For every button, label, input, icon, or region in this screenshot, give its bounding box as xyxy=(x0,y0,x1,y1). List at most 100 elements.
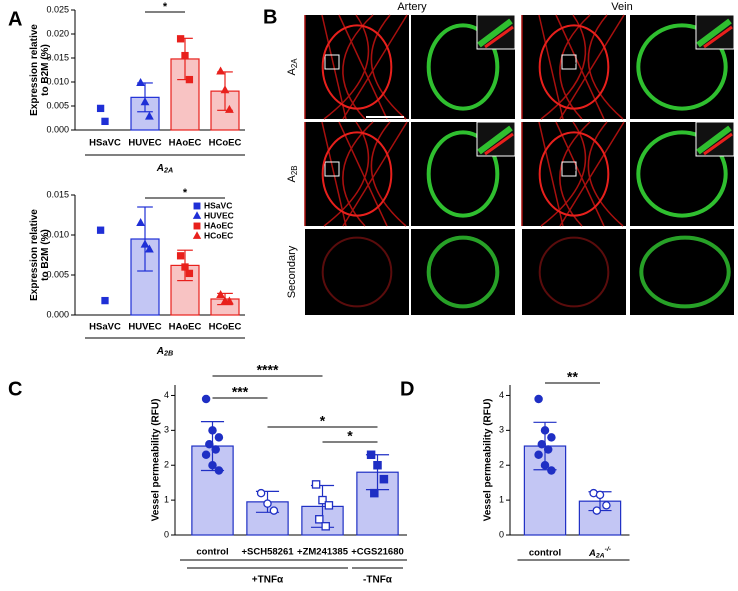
micrograph: * xyxy=(304,14,409,120)
data-point xyxy=(592,506,602,515)
data-point xyxy=(96,104,105,113)
inset-stripe xyxy=(696,18,732,48)
micrograph: * xyxy=(522,229,626,315)
inset-box xyxy=(324,161,340,177)
x-tick-label: A2A-/- xyxy=(588,546,612,559)
lumen-marker: * xyxy=(461,166,466,180)
inset-box xyxy=(324,54,340,70)
inset-stripe xyxy=(703,132,733,156)
legend-marker xyxy=(192,231,202,239)
data-point xyxy=(185,75,194,84)
micrograph: * xyxy=(411,229,515,315)
data-point xyxy=(315,515,324,524)
y-tick-label: 0.020 xyxy=(46,28,69,38)
data-point xyxy=(214,466,224,475)
y-tick-label: 0.000 xyxy=(46,124,69,134)
micrograph: * xyxy=(521,121,626,227)
tissue xyxy=(538,14,564,120)
y-tick-label: 4 xyxy=(164,390,169,400)
y-tick-label: 0.015 xyxy=(46,189,69,199)
data-point xyxy=(540,460,550,470)
row-label-part: A xyxy=(286,175,298,183)
lumen-marker: * xyxy=(355,264,360,278)
legend-label: HUVEC xyxy=(204,210,234,220)
x-tick-label-part: -/- xyxy=(605,546,612,553)
tissue xyxy=(338,14,388,120)
data-point xyxy=(201,394,211,404)
row-label: A2B xyxy=(286,165,299,182)
data-point xyxy=(547,433,556,442)
data-point xyxy=(208,426,217,435)
lumen-marker: * xyxy=(572,59,577,73)
legend-label: HAoEC xyxy=(204,220,233,230)
data-point xyxy=(379,474,389,484)
y-tick-label: 0.010 xyxy=(46,76,69,86)
data-point xyxy=(211,445,220,454)
y-tick-label: 1 xyxy=(499,494,504,504)
inset-stripe xyxy=(484,132,514,156)
micrograph: * xyxy=(304,121,409,227)
x-tick-label: HAoEC xyxy=(169,138,202,149)
significance-label: **** xyxy=(257,362,279,378)
y-tick-label: 1 xyxy=(164,494,169,504)
vessel-wall xyxy=(636,130,728,218)
lumen-marker: * xyxy=(572,264,577,278)
y-tick-label: 0 xyxy=(164,529,169,539)
y-axis-title: to B2M (%) xyxy=(40,229,51,281)
y-axis-title: Expression relative xyxy=(29,24,40,116)
data-point xyxy=(176,35,185,43)
vessel-wall xyxy=(321,236,393,308)
lumen-marker: * xyxy=(355,166,360,180)
data-point xyxy=(269,506,279,515)
legend-marker xyxy=(192,211,202,219)
vessel-wall xyxy=(639,235,731,309)
micrograph: * xyxy=(305,229,409,315)
micrograph: * xyxy=(411,14,516,119)
row-label-part: Secondary xyxy=(286,245,298,298)
y-axis-title: Vessel permeability (RFU) xyxy=(151,399,162,522)
column-title: Vein xyxy=(611,1,632,13)
y-tick-label: 0.010 xyxy=(46,229,69,239)
tissue xyxy=(321,14,347,120)
y-tick-label: 3 xyxy=(164,425,169,435)
legend-label: HSaVC xyxy=(204,200,232,210)
x-tick-label: HUVEC xyxy=(128,138,161,149)
data-point xyxy=(543,445,553,454)
data-point xyxy=(140,97,150,106)
row-label-part: 2A xyxy=(290,58,299,68)
legend-marker xyxy=(193,222,201,230)
micrograph-bg xyxy=(630,229,734,315)
inset-stripe xyxy=(484,25,514,49)
group-label: +TNFα xyxy=(252,575,284,586)
tissue xyxy=(587,121,624,227)
x-axis-title-part: A xyxy=(156,163,164,174)
data-point xyxy=(205,440,214,449)
y-tick-label: 0.015 xyxy=(46,52,69,62)
vessel-wall xyxy=(426,130,500,218)
x-axis-title-part: A xyxy=(156,346,164,357)
tissue xyxy=(538,121,564,227)
y-tick-label: 2 xyxy=(499,460,504,470)
lumen-marker: * xyxy=(461,59,466,73)
data-point xyxy=(208,460,217,470)
panel-label: C xyxy=(8,378,22,400)
data-point xyxy=(256,488,266,498)
data-point xyxy=(136,78,145,87)
bar xyxy=(356,471,399,536)
data-point xyxy=(318,495,327,505)
tissue xyxy=(321,121,347,227)
data-point xyxy=(263,499,272,508)
data-point xyxy=(370,488,379,498)
row-label: A2A xyxy=(286,58,299,76)
data-point xyxy=(101,117,109,126)
vessel-wall xyxy=(538,131,610,217)
data-point xyxy=(547,466,556,475)
data-point xyxy=(101,296,109,305)
tissue xyxy=(338,121,388,227)
x-tick-label: HSaVC xyxy=(89,322,121,333)
data-point xyxy=(185,269,194,278)
y-tick-label: 0.025 xyxy=(46,4,69,14)
y-tick-label: 0 xyxy=(499,529,504,539)
significance-label: * xyxy=(320,413,326,429)
inset-stripe xyxy=(477,125,513,155)
